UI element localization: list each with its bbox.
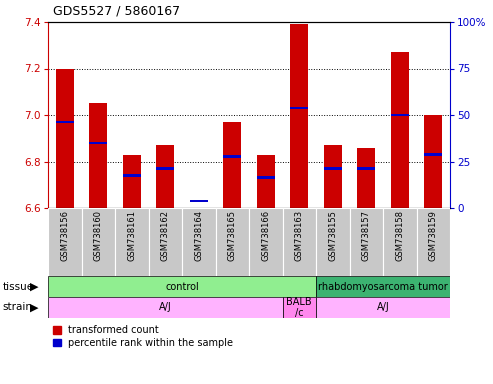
Text: ▶: ▶ bbox=[30, 303, 38, 313]
Bar bbox=[390, 52, 409, 208]
Bar bbox=[115, 208, 148, 276]
Bar bbox=[316, 276, 450, 297]
Bar bbox=[249, 208, 282, 276]
Bar bbox=[81, 208, 115, 276]
Text: GSM738159: GSM738159 bbox=[429, 210, 438, 261]
Bar bbox=[48, 276, 316, 297]
Text: GSM738164: GSM738164 bbox=[194, 210, 203, 261]
Text: control: control bbox=[165, 281, 199, 291]
Bar bbox=[156, 167, 174, 170]
Text: GSM738162: GSM738162 bbox=[161, 210, 170, 261]
Bar bbox=[324, 167, 342, 170]
Bar bbox=[123, 174, 141, 177]
Text: GSM738157: GSM738157 bbox=[362, 210, 371, 261]
Bar bbox=[90, 142, 107, 144]
Bar bbox=[290, 24, 309, 208]
Bar bbox=[357, 167, 375, 170]
Bar bbox=[383, 208, 417, 276]
Text: A/J: A/J bbox=[159, 303, 172, 313]
Bar bbox=[190, 200, 208, 202]
Bar bbox=[424, 115, 442, 208]
Text: strain: strain bbox=[2, 303, 33, 313]
Text: GSM738165: GSM738165 bbox=[228, 210, 237, 261]
Text: A/J: A/J bbox=[377, 303, 389, 313]
Bar bbox=[182, 208, 215, 276]
Text: BALB
/c: BALB /c bbox=[286, 297, 312, 318]
Bar bbox=[148, 208, 182, 276]
Bar bbox=[357, 147, 376, 208]
Bar bbox=[223, 122, 242, 208]
Bar bbox=[316, 208, 350, 276]
Text: GSM738163: GSM738163 bbox=[295, 210, 304, 261]
Text: tissue: tissue bbox=[2, 281, 34, 291]
Text: GSM738166: GSM738166 bbox=[261, 210, 270, 261]
Text: GSM738155: GSM738155 bbox=[328, 210, 337, 261]
Text: GSM738160: GSM738160 bbox=[94, 210, 103, 261]
Bar bbox=[123, 154, 141, 208]
Text: rhabdomyosarcoma tumor: rhabdomyosarcoma tumor bbox=[318, 281, 448, 291]
Bar bbox=[417, 208, 450, 276]
Bar bbox=[56, 121, 73, 123]
Bar bbox=[156, 145, 175, 208]
Bar bbox=[290, 107, 308, 109]
Bar bbox=[56, 68, 74, 208]
Text: GSM738156: GSM738156 bbox=[60, 210, 69, 261]
Bar bbox=[323, 145, 342, 208]
Text: ▶: ▶ bbox=[30, 281, 38, 291]
Bar bbox=[282, 297, 316, 318]
Bar bbox=[89, 103, 107, 208]
Bar bbox=[48, 208, 81, 276]
Bar bbox=[257, 176, 275, 179]
Text: GSM738158: GSM738158 bbox=[395, 210, 404, 261]
Bar bbox=[424, 153, 442, 156]
Text: GSM738161: GSM738161 bbox=[127, 210, 136, 261]
Text: GDS5527 / 5860167: GDS5527 / 5860167 bbox=[53, 5, 180, 18]
Bar bbox=[316, 297, 450, 318]
Bar bbox=[350, 208, 383, 276]
Bar bbox=[282, 208, 316, 276]
Bar bbox=[48, 297, 282, 318]
Bar bbox=[256, 154, 275, 208]
Bar bbox=[215, 208, 249, 276]
Bar bbox=[391, 114, 409, 116]
Legend: transformed count, percentile rank within the sample: transformed count, percentile rank withi… bbox=[53, 325, 233, 348]
Bar bbox=[223, 156, 241, 158]
